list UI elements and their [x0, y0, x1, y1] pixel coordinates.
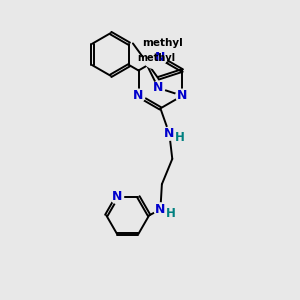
Circle shape [176, 89, 189, 102]
Circle shape [110, 190, 124, 203]
Circle shape [154, 51, 167, 64]
Text: N: N [133, 89, 144, 102]
Text: N: N [112, 190, 122, 203]
Text: N: N [153, 81, 164, 94]
Circle shape [163, 127, 176, 140]
Text: H: H [166, 206, 176, 220]
Text: N: N [164, 127, 175, 140]
Text: N: N [177, 89, 188, 102]
Text: N: N [155, 51, 166, 64]
Circle shape [143, 47, 164, 68]
Text: H: H [175, 131, 185, 144]
Circle shape [152, 81, 165, 94]
Circle shape [154, 203, 167, 216]
Circle shape [132, 89, 145, 102]
Text: N: N [155, 203, 166, 216]
Text: methyl: methyl [142, 38, 183, 48]
Text: methyl: methyl [138, 53, 176, 63]
